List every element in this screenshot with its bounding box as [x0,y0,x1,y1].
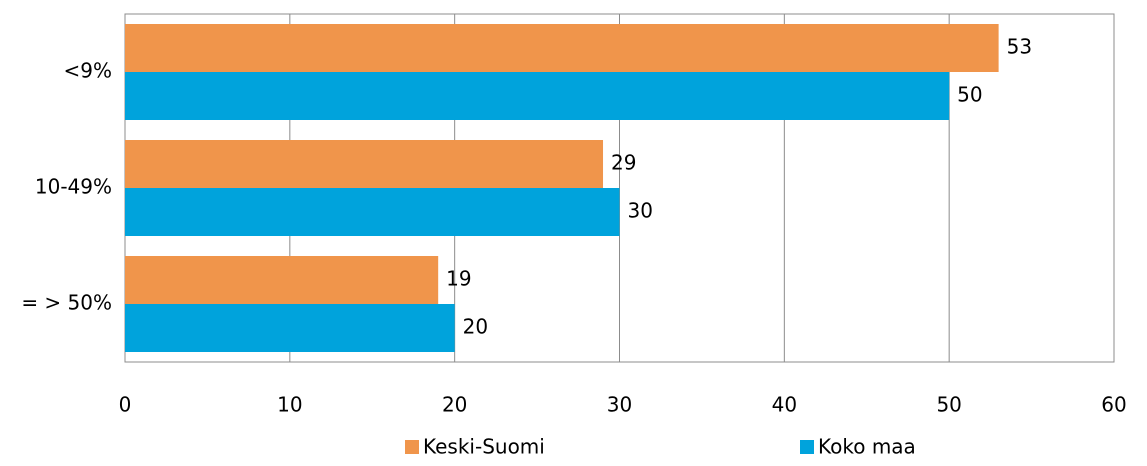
x-tick-label: 60 [1101,393,1126,417]
x-tick-label: 0 [119,393,132,417]
x-tick-label: 10 [277,393,302,417]
legend-label: Koko maa [818,435,916,459]
x-tick-label: 40 [772,393,797,417]
legend-swatch [800,440,814,454]
data-label: 50 [957,83,982,107]
legend-swatch [405,440,419,454]
data-label: 30 [628,199,653,223]
data-label: 19 [446,267,471,291]
bar [125,304,455,352]
bar [125,72,950,120]
bar [125,188,620,236]
bar [125,256,439,304]
y-tick-label: = > 50% [21,291,112,315]
x-tick-label: 30 [607,393,632,417]
legend-label: Keski-Suomi [423,435,545,459]
data-label: 53 [1007,35,1032,59]
data-label: 29 [611,151,636,175]
x-tick-label: 50 [936,393,961,417]
y-tick-label: <9% [64,59,113,83]
bar [125,24,999,72]
x-tick-label: 20 [442,393,467,417]
y-tick-label: 10-49% [35,175,112,199]
bar [125,140,604,188]
data-label: 20 [463,315,488,339]
